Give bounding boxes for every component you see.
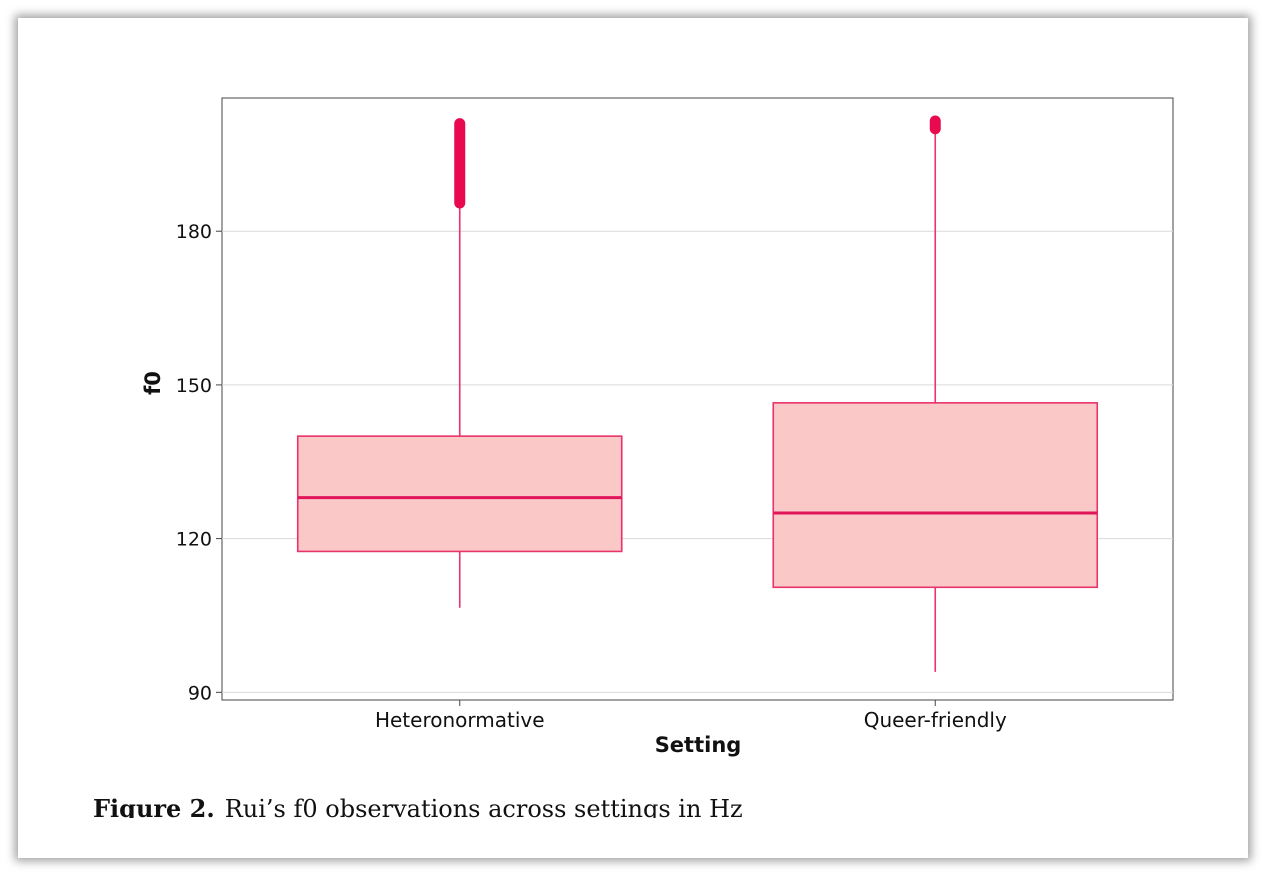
box-heteronormative [296,118,623,608]
box-queer-friendly [772,115,1099,672]
figure-caption: Figure 2. Rui’s f0 observations across se… [93,790,993,818]
y-axis-label: f0 [141,371,165,395]
box-series [296,115,1099,672]
y-axis-ticks: 90 120 150 180 [176,221,222,704]
x-axis-ticks: Heteronormative Queer-friendly [375,700,1007,732]
caption-text: Rui’s f0 observations across settings in… [224,795,743,818]
x-axis-label: Setting [655,733,742,757]
y-tick-label: 180 [176,221,212,243]
x-tick-label: Heteronormative [375,708,545,732]
y-tick-label: 90 [188,682,212,704]
y-tick-label: 120 [176,529,212,551]
caption-label: Figure 2. [93,794,215,818]
plot-area [221,97,1174,701]
iqr-box [296,435,623,553]
y-tick-label: 150 [176,375,212,397]
x-tick-label: Queer-friendly [864,708,1007,732]
iqr-box [772,402,1099,589]
